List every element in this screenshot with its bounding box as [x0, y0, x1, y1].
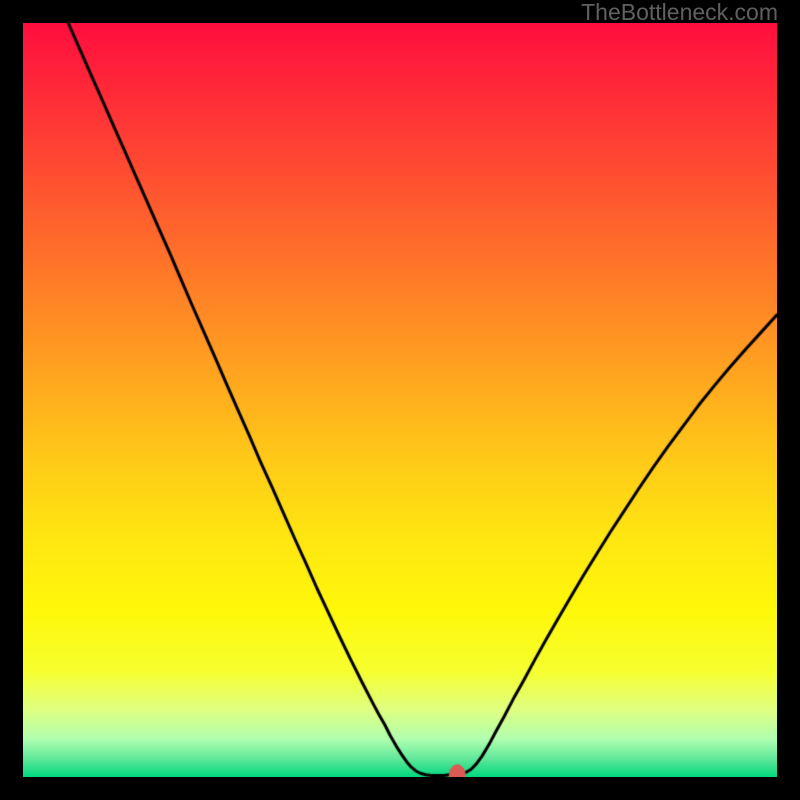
watermark-text: TheBottleneck.com: [581, 1, 778, 24]
bottleneck-chart: [23, 23, 777, 777]
